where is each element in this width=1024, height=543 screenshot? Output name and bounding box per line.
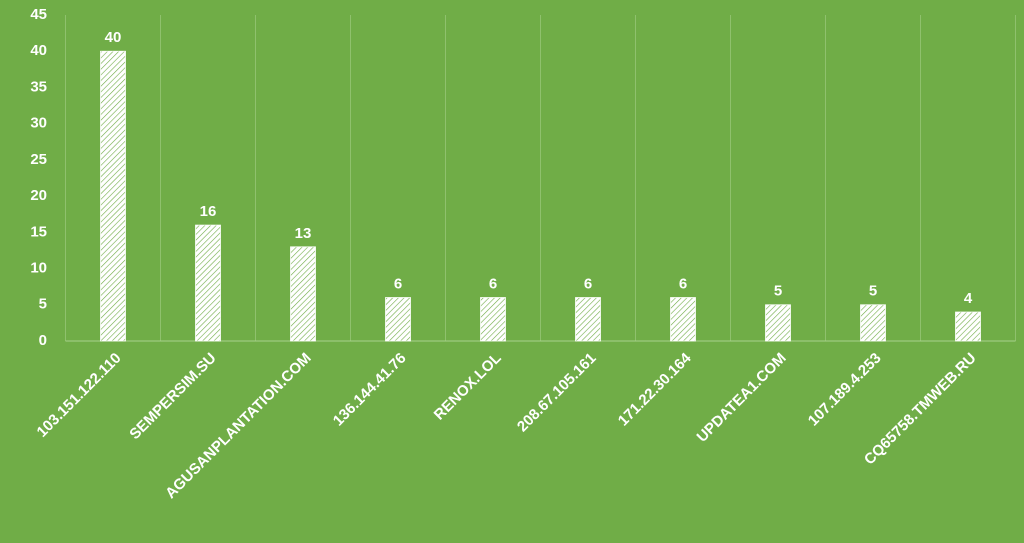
bar [480, 297, 506, 342]
y-tick-label: 35 [30, 78, 47, 95]
bar [195, 224, 221, 342]
y-tick-label: 20 [30, 187, 47, 204]
y-tick-label: 30 [30, 115, 47, 132]
data-label: 13 [295, 225, 312, 242]
data-label: 6 [679, 276, 687, 293]
bar [290, 246, 316, 342]
bar [575, 297, 601, 342]
bar [860, 304, 886, 342]
y-tick-label: 45 [30, 6, 47, 23]
y-tick-label: 25 [30, 151, 47, 168]
data-label: 6 [394, 276, 402, 293]
data-label: 6 [489, 276, 497, 293]
data-label: 40 [105, 29, 122, 46]
bar [385, 297, 411, 342]
data-label: 4 [964, 290, 973, 307]
y-tick-label: 5 [39, 296, 47, 313]
bar [955, 311, 981, 342]
y-tick-label: 10 [30, 260, 47, 277]
bar [765, 304, 791, 342]
data-label: 5 [774, 283, 782, 300]
y-tick-label: 40 [30, 42, 47, 59]
data-label: 16 [200, 203, 217, 220]
bar [100, 50, 126, 342]
bar [670, 297, 696, 342]
data-label: 5 [869, 283, 877, 300]
y-tick-label: 0 [39, 332, 47, 349]
y-tick-label: 15 [30, 223, 47, 240]
data-label: 6 [584, 276, 592, 293]
